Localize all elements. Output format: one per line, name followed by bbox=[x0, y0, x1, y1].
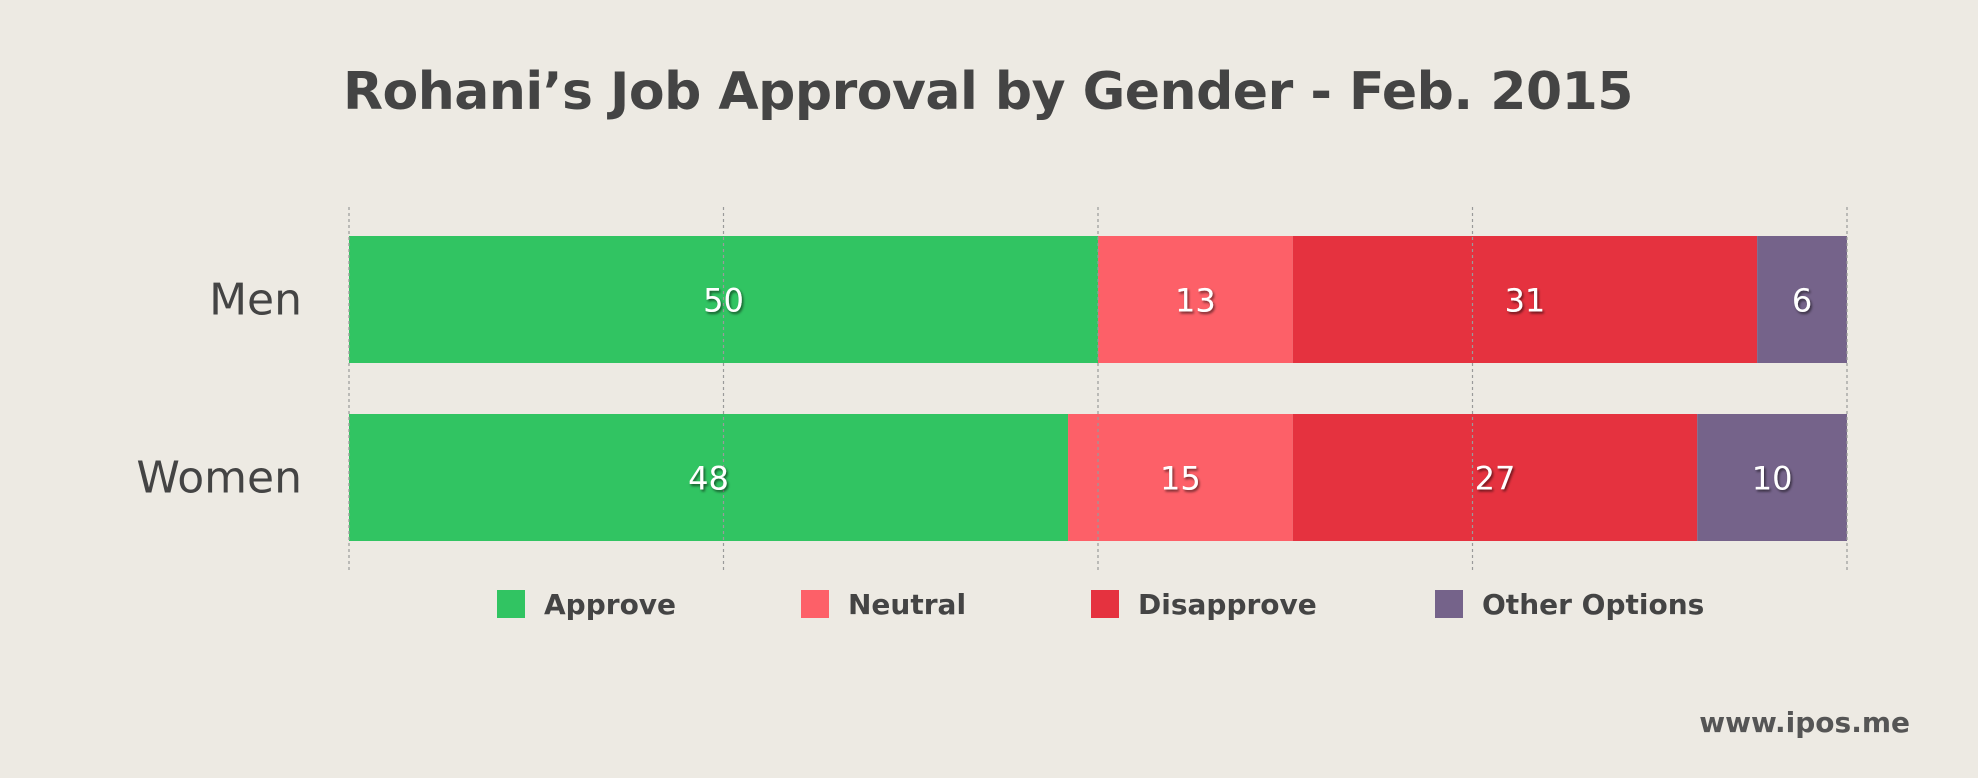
value-label-men-neutral: 13 bbox=[1175, 282, 1216, 320]
bar-women-disapprove bbox=[1292, 414, 1698, 541]
legend-item-approve: Approve bbox=[497, 587, 676, 621]
legend-label-neutral: Neutral bbox=[848, 587, 967, 621]
legend-swatch-neutral bbox=[801, 590, 829, 618]
value-label-women-disapprove: 27 bbox=[1475, 460, 1516, 498]
legend-item-disapprove: Disapprove bbox=[1091, 587, 1317, 621]
category-label-men: Men bbox=[209, 275, 302, 326]
bar-men-neutral bbox=[1098, 236, 1293, 363]
value-label-men-approve: 50 bbox=[703, 282, 744, 320]
legend-swatch-disapprove bbox=[1091, 590, 1119, 618]
legend-item-other-options: Other Options bbox=[1435, 587, 1704, 621]
value-label-men-other-options: 6 bbox=[1792, 282, 1812, 320]
bar-men-other-options bbox=[1757, 236, 1847, 363]
legend-item-neutral: Neutral bbox=[801, 587, 966, 621]
category-label-women: Women bbox=[136, 453, 302, 504]
legend-label-disapprove: Disapprove bbox=[1138, 587, 1317, 621]
bar-men-disapprove bbox=[1292, 236, 1758, 363]
legend-swatch-approve bbox=[497, 590, 525, 618]
chart-legend: Approve Neutral Disapprove Other Options bbox=[0, 587, 1978, 621]
chart-title: Rohani’s Job Approval by Gender - Feb. 2… bbox=[342, 62, 1634, 122]
value-label-men-disapprove: 31 bbox=[1505, 282, 1546, 320]
legend-swatch-other-options bbox=[1435, 590, 1463, 618]
legend-label-approve: Approve bbox=[544, 587, 677, 621]
bar-women-other-options bbox=[1697, 414, 1847, 541]
source-watermark: www.ipos.me bbox=[1699, 706, 1910, 739]
value-label-women-other-options: 10 bbox=[1752, 460, 1793, 498]
value-label-women-neutral: 15 bbox=[1160, 460, 1201, 498]
legend-label-other-options: Other Options bbox=[1482, 587, 1705, 621]
bar-women-neutral bbox=[1068, 414, 1293, 541]
value-label-women-approve: 48 bbox=[688, 460, 729, 498]
bar-women-approve bbox=[349, 414, 1069, 541]
